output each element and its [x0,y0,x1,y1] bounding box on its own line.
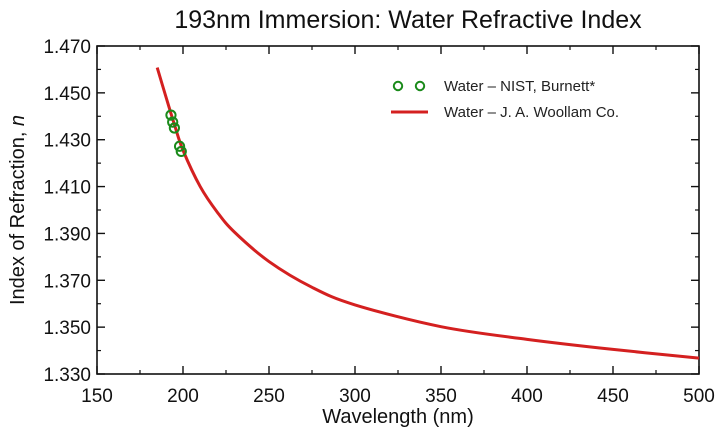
data-point-nist [168,122,180,134]
series-line-woollam [155,67,700,360]
y-axis-label-main: Index of Refraction, [7,126,29,305]
x-axis-label: Wavelength (nm) [322,406,474,428]
y-tick-label: 1.430 [43,131,91,152]
x-tick-label: 150 [81,386,113,407]
y-axis-label-symbol: n [7,115,29,126]
legend-marker-nist-2 [414,80,426,92]
legend: Water – NIST, Burnett* Water – J. A. Woo… [391,78,619,121]
legend-label-nist: Water – NIST, Burnett* [444,78,595,95]
y-tick-label: 1.370 [43,271,91,292]
x-tick-label: 200 [167,386,199,407]
y-tick-labels: 1.330 1.350 1.370 1.390 1.410 1.430 1.450 1.470 [43,37,91,386]
data-point-nist [167,116,179,128]
data-point-nist [175,145,187,158]
y-axis-label: Index of Refraction, n [7,115,29,305]
data-point-nist [173,140,186,152]
chart-title: 193nm Immersion: Water Refractive Index [174,6,642,34]
y-tick-label: 1.350 [43,318,91,339]
data-point-nist [165,109,177,121]
plot-area [155,67,700,360]
y-tick-label: 1.410 [43,178,91,199]
plot-frame [96,45,700,375]
x-tick-label: 450 [597,386,629,407]
y-tick-label: 1.330 [43,365,91,386]
legend-marker-nist-1 [392,80,404,92]
x-tick-label: 350 [425,386,457,407]
y-tick-label: 1.450 [43,84,91,105]
x-tick-labels: 150 200 250 300 350 400 450 500 [81,386,715,407]
x-tick-label: 500 [683,386,715,407]
x-tick-label: 300 [339,386,371,407]
legend-label-woollam: Water – J. A. Woollam Co. [444,104,619,121]
y-tick-label: 1.390 [43,224,91,245]
y-tick-label: 1.470 [43,37,91,58]
x-tick-label: 250 [253,386,285,407]
axis-ticks [96,45,700,375]
x-tick-label: 400 [511,386,543,407]
watermark: 知乎 @桔里猫 [565,400,660,418]
